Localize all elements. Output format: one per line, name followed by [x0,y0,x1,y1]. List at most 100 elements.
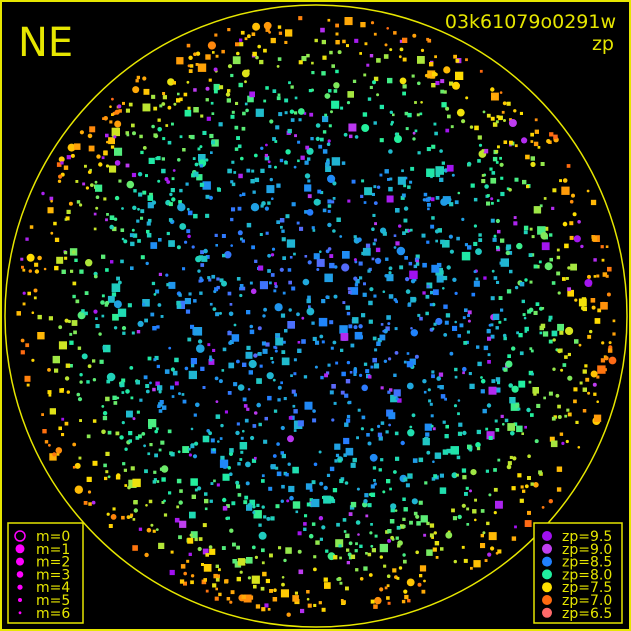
data-point [579,381,583,385]
data-point [567,352,571,357]
data-point [445,313,451,318]
data-point [375,257,382,264]
data-point [133,189,137,193]
data-point [74,462,81,469]
data-point [401,193,406,198]
data-point [205,213,210,218]
data-point [230,217,234,222]
data-point [279,158,284,163]
data-point [288,280,292,285]
data-point [101,254,106,259]
data-point [157,127,162,132]
data-point [357,237,362,242]
data-point [436,262,442,268]
data-point [173,102,177,106]
data-point [370,365,374,369]
data-point [74,485,84,494]
data-point [363,73,367,77]
data-point [443,66,451,74]
data-point [499,261,503,265]
data-point [473,241,478,246]
data-point [191,364,195,368]
data-point [503,119,506,122]
data-point [125,163,130,168]
data-point [140,209,145,214]
data-point [365,243,371,248]
data-point [172,169,176,172]
data-point [548,315,553,320]
data-point [412,131,416,135]
data-point [483,345,489,351]
data-point [107,475,111,479]
data-point [215,414,221,419]
data-point [496,245,500,250]
data-point [297,341,301,344]
data-point [273,588,277,592]
data-point [431,216,435,220]
data-point [539,204,543,208]
data-point [344,17,353,26]
data-point [507,461,512,466]
data-point [367,552,372,557]
data-point [552,367,556,371]
data-point [132,205,137,210]
data-point [587,274,591,279]
data-point [398,55,402,59]
data-point [549,257,553,262]
data-point [166,180,171,184]
data-point [126,515,131,519]
data-point [311,480,316,485]
data-point [390,394,398,403]
data-point [174,517,180,523]
data-point [43,267,47,271]
data-point [176,304,182,309]
data-point [61,388,64,391]
data-point [353,258,357,262]
data-point [135,436,140,440]
data-point [202,130,207,135]
data-point [93,309,98,314]
data-point [481,174,485,177]
data-point [101,429,106,435]
data-point [153,293,157,296]
data-point [564,355,568,359]
data-point [237,493,242,497]
data-point [41,191,45,196]
data-point [461,251,471,261]
data-point [430,290,434,295]
data-point [281,229,285,233]
data-point [457,514,462,520]
data-point [372,242,376,246]
data-point [360,22,366,28]
data-point [20,257,24,261]
data-point [171,197,176,202]
data-point [490,177,497,184]
data-point [358,261,363,266]
data-point [389,487,392,491]
data-point [487,336,492,341]
data-point [412,458,418,463]
data-point [324,373,328,378]
data-point [353,325,358,330]
data-point [146,229,150,234]
data-point [380,386,384,390]
data-point [445,128,450,133]
data-point [453,404,458,408]
data-point [256,503,260,507]
data-point [316,258,325,267]
data-point [475,277,479,281]
data-point [386,596,390,600]
data-point [143,88,150,95]
data-point [275,466,279,470]
data-point [147,195,154,201]
data-point [172,81,176,85]
data-point [50,231,54,235]
data-point [449,81,454,86]
data-point [286,499,290,503]
data-point [427,207,430,211]
data-point [152,529,156,533]
data-point [293,252,296,256]
data-point [215,400,219,403]
data-point [267,395,272,401]
data-point [253,153,258,158]
